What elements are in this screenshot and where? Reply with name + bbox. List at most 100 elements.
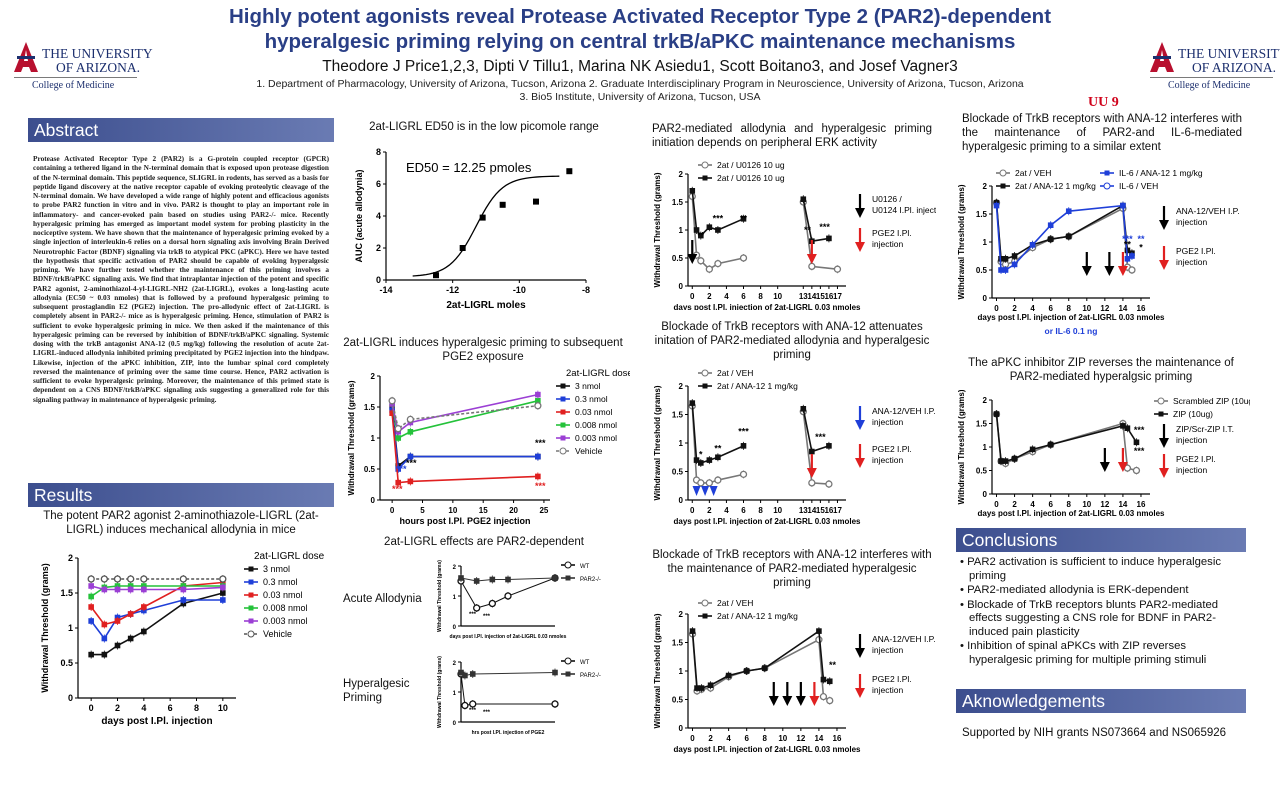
x-tick-label: 8: [194, 703, 199, 713]
university-logo-right: THE UNIVERSITY OF ARIZONA. College of Me…: [1148, 36, 1280, 91]
chart-ed50: 0 2 4 6 8 -14 -12 -10 -8 2at-LIGRL moles AUC (acut…: [354, 147, 590, 311]
legend-marker: [702, 175, 708, 181]
legend-marker: [1103, 182, 1111, 190]
legend-marker: [1104, 170, 1110, 176]
series-line: [691, 190, 744, 237]
arrow-head: [855, 688, 865, 698]
legend-label: 2at / U0126 10 ug: [717, 173, 785, 183]
data-point: [433, 272, 439, 279]
legend-label: Vehicle: [575, 446, 603, 456]
y-axis-label: Withdrawal Threshold (grams): [653, 385, 662, 500]
arrow-head: [1117, 462, 1128, 472]
arrow-head: [855, 208, 865, 218]
y-tick-label: 1: [371, 434, 376, 443]
legend-marker: [1000, 183, 1006, 189]
arrow-head: [1081, 266, 1092, 276]
x-tick-label: 10: [448, 506, 457, 515]
data-point: [141, 628, 147, 635]
legend-label: 3 nmol: [263, 564, 290, 574]
y-tick-label: 1: [983, 238, 988, 247]
data-point: [707, 682, 714, 689]
y-tick-label: 1.5: [976, 420, 988, 429]
data-point: [535, 453, 541, 460]
data-point: [479, 214, 486, 221]
conclusion-item: PAR2-mediated allodynia is ERK-dependent: [960, 584, 1240, 598]
conclusions-banner: Conclusions: [956, 528, 1246, 552]
data-point: [1065, 233, 1072, 240]
x-axis-label: days post I.Pl. injection of 2at-LIGRL 0…: [673, 303, 861, 310]
data-point: [114, 618, 121, 624]
x-tick-label: 2: [707, 292, 712, 301]
fit-curve: [412, 175, 560, 277]
y-tick-label: 0.5: [672, 696, 684, 705]
legend-label: 2at / VEH: [717, 368, 753, 378]
data-point: [1011, 455, 1018, 462]
y-tick-label: 1.5: [672, 639, 684, 648]
data-point: [698, 232, 704, 239]
series-line: [391, 413, 538, 484]
data-point: [693, 227, 700, 233]
x-tick-label: 2: [707, 506, 712, 515]
data-point: [88, 618, 94, 624]
blue-arrow-icon: [701, 486, 710, 496]
y-tick-label: 1: [453, 595, 457, 601]
data-point: [535, 473, 541, 480]
data-point: [113, 575, 122, 583]
x-tick-label: 14: [814, 734, 823, 743]
data-point: [394, 425, 402, 433]
affiliation-line-1: 1. Department of Pharmacology, Universit…: [256, 78, 1024, 90]
y-tick-label: 0.5: [672, 468, 684, 477]
arrow-label: PGE2 I.Pl.: [872, 674, 912, 684]
x-tick-label: 10: [773, 292, 782, 301]
series-line: [691, 629, 830, 689]
data-point: [87, 575, 95, 583]
arrow-head: [1159, 220, 1169, 230]
y-tick-label: 1.5: [672, 411, 684, 420]
session-code: UU 9: [1088, 95, 1119, 110]
logo-text-2: OF ARIZONA.: [1192, 60, 1277, 75]
acknowledgements-banner: Aknowledgements: [956, 689, 1246, 713]
data-point: [819, 693, 828, 701]
data-point: [809, 448, 815, 455]
arrow-head: [1159, 438, 1169, 448]
y-tick-label: 0.5: [976, 266, 988, 275]
y-tick-label: 0: [376, 275, 381, 285]
x-tick-label: 4: [724, 292, 729, 301]
y-tick-label: 8: [376, 147, 381, 157]
x-tick-label: 12: [1100, 500, 1109, 509]
legend-marker: [564, 657, 572, 665]
y-tick-label: 0: [679, 724, 684, 733]
data-point: [406, 415, 415, 424]
title-line-2: hyperalgesic priming relying on central …: [264, 30, 1016, 53]
x-tick-label: 2: [1012, 500, 1017, 509]
x-tick-label: 0: [390, 506, 395, 515]
data-point: [88, 604, 94, 610]
legend-marker: [1157, 397, 1165, 405]
significance-label: **: [1124, 240, 1132, 250]
x-tick-label: 14: [807, 292, 816, 301]
x-tick-label: 0: [89, 703, 94, 713]
data-point: [833, 265, 842, 273]
significance-label: ***: [535, 438, 546, 448]
series-line: [691, 196, 744, 271]
chart-dose-time-plot: 0 0.5 1 1.5 2 0 2 4 6 8 10 days post I.Pl. injectio…: [40, 551, 325, 727]
x-tick-label: 16: [1137, 304, 1146, 313]
significance-label: ***: [713, 214, 724, 224]
arrow-head: [687, 254, 698, 264]
significance-label: ***: [1134, 446, 1145, 456]
y-tick-label: 1: [679, 226, 684, 235]
significance-label: **: [804, 225, 812, 235]
data-point: [566, 168, 573, 175]
arrow-label: PGE2 I.Pl.: [872, 228, 912, 238]
data-point: [725, 672, 732, 679]
arrow-label: U0126 /: [872, 194, 902, 204]
y-axis-label: Withdrawal Threshold (grams): [347, 380, 356, 495]
data-point: [1129, 253, 1135, 259]
data-point: [743, 668, 750, 674]
data-point: [706, 457, 713, 463]
arrow-head: [1159, 468, 1169, 478]
y-tick-label: 6: [376, 179, 381, 189]
data-point: [705, 479, 714, 487]
arrow-head: [795, 696, 806, 706]
